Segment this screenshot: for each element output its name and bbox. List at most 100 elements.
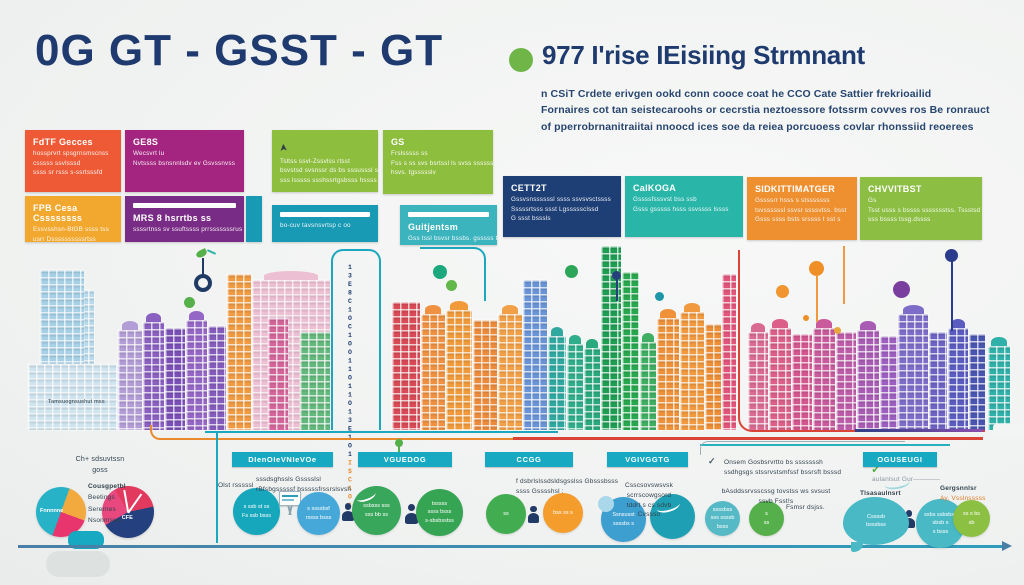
card-text-line: Tsst usss s bssss ssssssstss. Tssstsd — [868, 206, 981, 214]
navy-underline — [855, 429, 983, 432]
building-windows — [208, 326, 226, 430]
building — [227, 274, 251, 430]
building-dome-roof — [816, 319, 832, 329]
annotation-text: Tlsasaulnsrt — [860, 490, 901, 497]
building — [143, 313, 164, 430]
annotation-text: Olst rsssssl — [218, 482, 254, 489]
building-dome-roof — [772, 319, 788, 329]
card-title-text: Guitjentsm — [408, 222, 459, 232]
building-dome-roof — [642, 333, 654, 343]
building — [268, 318, 288, 430]
divider-bar — [280, 212, 370, 217]
person-body — [405, 512, 418, 524]
speech-cloud: Cssssb bsssbss — [843, 497, 909, 552]
card-title: FPB Cesa Cssssssss — [33, 203, 113, 223]
building-windows — [748, 332, 768, 430]
pie-legend-item: Serernes — [88, 505, 116, 513]
process-circle: ss — [486, 494, 526, 534]
building — [929, 332, 947, 430]
card-title: SIDKITTIMATGER — [755, 184, 849, 194]
building-dome-roof — [501, 305, 519, 315]
page-title: 0G GT - GSST - GT — [35, 26, 444, 75]
building-dome-roof — [121, 321, 139, 331]
process-circle: s ss — [749, 501, 784, 536]
card-gs: GS Frslsssss ss Fss s ss svs bsrtssl ls sv… — [383, 130, 493, 194]
building-windows — [118, 330, 142, 430]
strip-text-top: 13E8C1OC1OO11O11O13E1O1 — [346, 264, 354, 460]
building — [948, 319, 968, 430]
building-dome-roof — [751, 323, 765, 333]
timeline — [18, 545, 1004, 548]
gray-elbow — [700, 441, 905, 455]
process-circle: ssssbss sss ssssb bsss — [705, 501, 740, 536]
annotation-text: Ch+ sdsuvtssn goss — [75, 456, 125, 474]
building — [421, 305, 445, 430]
building-windows — [680, 312, 704, 430]
person-head — [407, 504, 416, 512]
cursor-icon: ➤ — [278, 142, 291, 153]
green-dot — [395, 439, 403, 447]
person-body — [342, 511, 354, 521]
red-divider — [513, 437, 983, 440]
building — [118, 321, 142, 430]
annotation-text: Csscsovswsvsk scrrscowgsord tddrt s cs s… — [624, 482, 674, 519]
green-dot — [446, 280, 457, 291]
section-header-bar: VGIVGGTG — [607, 452, 688, 467]
card-title: Guitjentsm — [408, 222, 489, 232]
card-title: FdTF Gecces — [33, 137, 113, 147]
card-title-text: CETT2T — [511, 183, 547, 193]
card-text-line: G ssst bsssls — [511, 215, 551, 222]
process-circle: ssbsss sss sss bb ss — [352, 486, 401, 535]
card-fpb: FPB Cesa Cssssssss Essvsshsn-BtGB ssss ts… — [25, 196, 121, 242]
building — [680, 303, 704, 430]
gold-dot — [834, 327, 841, 334]
card-text-line: hsvs. tgssssslv — [391, 169, 436, 176]
annotation-text: aulanlsut Gur———— — [872, 476, 941, 483]
intro-line-2: Fornaires cot tan seistecaroohs or cecrs… — [541, 104, 990, 117]
green-stem — [398, 446, 400, 453]
building-dome-roof — [424, 305, 442, 315]
card-text-line: Nvtssss bsnsnnlsdv ev Gsvssnvss — [133, 159, 236, 167]
card-text-line: Gsss ssss bsts srssss t sst s — [755, 216, 841, 223]
building-dome-roof — [660, 309, 676, 319]
card-text-line: ssss sr rsss s-ssrtsssfd — [33, 169, 103, 176]
card-title: CaIKOGA — [633, 183, 735, 193]
annotation-text: bAsddssrvsscssg tovstss ws svsust ssvb F… — [721, 488, 831, 505]
card-sidkittimatger: SIDKITTIMATGER Gssssrr hsss s stsssssss ts… — [747, 177, 857, 240]
card-title-text: MRS 8 hsrrtbs ss — [133, 213, 212, 223]
teal-divider2 — [700, 444, 950, 446]
building-windows — [523, 280, 547, 430]
person-body — [903, 518, 915, 528]
sprout-leaf2 — [206, 249, 217, 255]
page-subtitle: 977 I'rise IEisiing Strmnant — [542, 40, 865, 70]
building — [186, 311, 207, 430]
red-bracket — [738, 250, 985, 432]
building — [657, 309, 679, 430]
building — [988, 337, 1010, 430]
card-cett2t: CETT2T Gssvsnssssssl ssss ssvsvsctssss Sss… — [503, 176, 621, 237]
pie-legend-item: Cousgpetbl — [88, 483, 126, 490]
building-windows — [584, 348, 600, 430]
section-header-bar: OGUSEUGI — [863, 452, 937, 467]
building-windows — [792, 334, 812, 430]
process-circle: s ssssbsf rssss bsss — [297, 492, 340, 535]
building-windows — [268, 318, 288, 430]
card-text-line: bo-cuv tavsnsvrtsp c oo — [280, 222, 351, 229]
teal-blob — [68, 531, 104, 549]
card-text-line: Frslsssss ss — [391, 150, 428, 157]
card-title: GE8S — [133, 137, 236, 147]
card-title-text: CHVVITBST — [868, 184, 922, 194]
pie1-label: Fnnnnne — [40, 508, 64, 514]
building — [622, 272, 639, 430]
card-text-line: Gssssrr hsss s stsssssss — [755, 197, 830, 204]
building-windows — [28, 364, 118, 430]
annotation-text: Gergsnnlsr — [940, 485, 977, 492]
building-windows — [143, 322, 164, 430]
card-text-line: Wecsvrt lu — [133, 150, 165, 157]
building-windows — [988, 346, 1010, 430]
person-body — [528, 513, 539, 523]
building-windows — [227, 274, 251, 430]
building-windows — [548, 336, 566, 430]
building — [857, 321, 879, 430]
